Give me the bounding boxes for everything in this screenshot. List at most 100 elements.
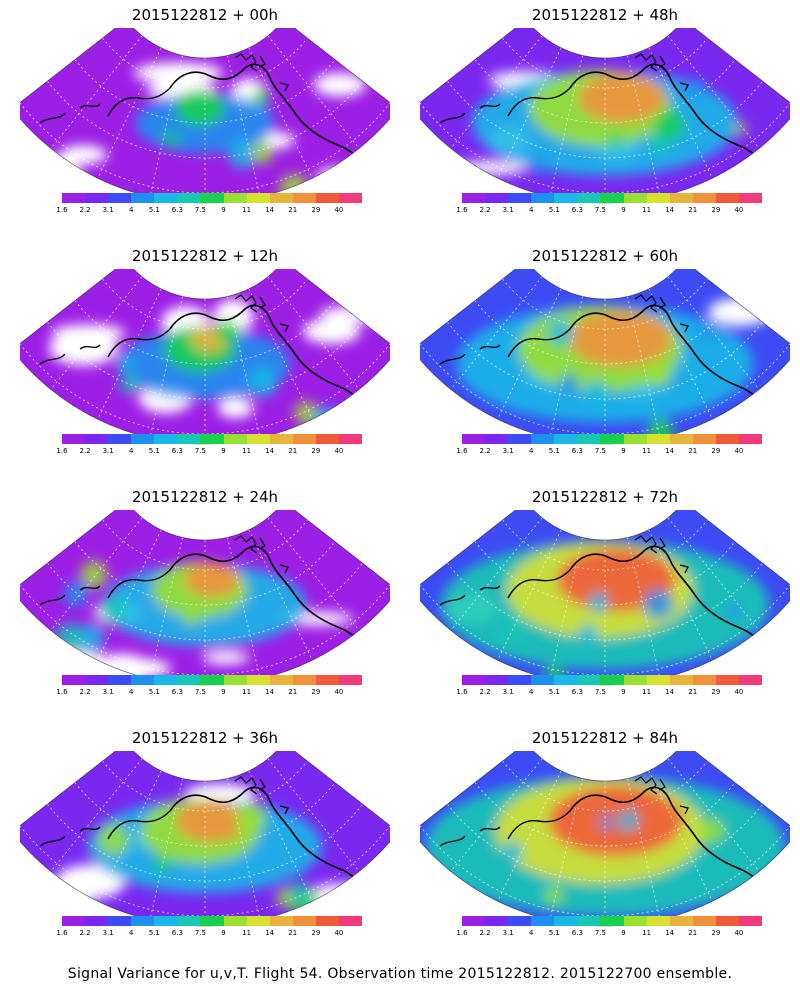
colorbar-swatch	[554, 675, 578, 685]
colorbar-tick-label: 9	[621, 206, 626, 214]
colorbar-swatch	[738, 675, 763, 685]
colorbar-swatch	[292, 916, 316, 926]
colorbar-tick-label: 3.1	[502, 688, 514, 696]
colorbar-tick-label: 14	[265, 688, 275, 696]
colorbar-tick-label: 40	[334, 688, 344, 696]
colorbar-swatch	[108, 434, 132, 444]
map-panel: 2015122812 + 60h 1.6 2.2 3.1 4 5.1 6.3 7.5 9 11 14…	[410, 241, 800, 481]
colorbar-swatch	[738, 434, 763, 444]
colorbar-tick-label: 5.1	[548, 929, 560, 937]
panel-title: 2015122812 + 00h	[131, 6, 279, 24]
colorbar-swatch	[131, 675, 155, 685]
colorbar-swatch	[531, 916, 555, 926]
colorbar-swatch	[485, 434, 509, 444]
colorbar-swatch	[623, 916, 647, 926]
colorbar-ticks: 1.6 2.2 3.1 4 5.1 6.3 7.5 9 11 14 21 29 40	[456, 447, 762, 457]
colorbar-tick-label: 29	[711, 447, 721, 455]
colorbar-swatch	[577, 193, 601, 203]
colorbar-swatch	[154, 434, 178, 444]
colorbar-swatch	[738, 193, 763, 203]
map-panel: 2015122812 + 48h 1.6 2.2 3.1 4 5.1 6.3 7.5 9 11 14…	[410, 0, 800, 240]
colorbar-tick-label: 4	[528, 688, 534, 696]
colorbar-swatch	[623, 193, 647, 203]
colorbar-tick-label: 7.5	[594, 447, 607, 455]
colorbar-tick-label: 4	[128, 447, 134, 455]
colorbar-tick-label: 4	[528, 206, 534, 214]
colorbar-tick-label: 11	[242, 447, 252, 455]
map-panel: 2015122812 + 12h 1.6 2.2 3.1 4 5.1 6.3 7.5 9 11 14…	[10, 241, 400, 481]
colorbar-tick-label: 14	[265, 929, 275, 937]
colorbar-swatch	[338, 193, 363, 203]
colorbar-tick-label: 14	[265, 447, 275, 455]
colorbar-swatch	[108, 193, 132, 203]
colorbar-tick-label: 3.1	[102, 447, 114, 455]
colorbar-tick-label: 14	[265, 206, 275, 214]
colorbar-swatch	[508, 916, 532, 926]
colorbar-tick-label: 9	[221, 929, 226, 937]
colorbar-tick-label: 7.5	[194, 929, 207, 937]
figure-caption: Signal Variance for u,v,T. Flight 54. Ob…	[67, 966, 733, 982]
colorbar-tick-label: 1.6	[456, 929, 468, 937]
colorbar-tick-label: 4	[128, 206, 134, 214]
colorbar-swatch	[462, 434, 486, 444]
colorbar-swatch	[715, 434, 739, 444]
colorbar-tick-label: 1.6	[56, 688, 68, 696]
colorbar-swatch	[292, 434, 316, 444]
colorbar-swatch	[292, 675, 316, 685]
colorbar-swatch	[646, 916, 670, 926]
colorbar-tick-label: 40	[734, 447, 744, 455]
colorbar-swatch	[315, 916, 339, 926]
colorbar	[462, 675, 763, 685]
colorbar	[462, 193, 763, 203]
colorbar-tick-label: 40	[734, 206, 744, 214]
colorbar-swatch	[554, 434, 578, 444]
colorbar-tick-label: 3.1	[502, 929, 514, 937]
colorbar-tick-label: 21	[688, 447, 698, 455]
panel-title: 2015122812 + 48h	[531, 6, 679, 24]
colorbar-swatch	[715, 916, 739, 926]
colorbar-tick-label: 9	[221, 688, 226, 696]
colorbar-ticks: 1.6 2.2 3.1 4 5.1 6.3 7.5 9 11 14 21 29 40	[56, 929, 362, 939]
colorbar	[62, 916, 363, 926]
colorbar-tick-label: 5.1	[148, 206, 160, 214]
colorbar-ticks: 1.6 2.2 3.1 4 5.1 6.3 7.5 9 11 14 21 29 40	[456, 929, 762, 939]
colorbar-ticks: 1.6 2.2 3.1 4 5.1 6.3 7.5 9 11 14 21 29 40	[56, 688, 362, 698]
colorbar-swatch	[223, 916, 247, 926]
colorbar-tick-label: 9	[221, 447, 226, 455]
colorbar-swatch	[62, 193, 86, 203]
variance-map	[20, 28, 390, 204]
colorbar-tick-label: 5.1	[148, 929, 160, 937]
colorbar-swatch	[315, 434, 339, 444]
colorbar-tick-label: 29	[711, 929, 721, 937]
colorbar-swatch	[292, 193, 316, 203]
colorbar-ticks: 1.6 2.2 3.1 4 5.1 6.3 7.5 9 11 14 21 29 40	[456, 206, 762, 216]
colorbar-swatch	[85, 193, 109, 203]
colorbar-swatch	[315, 193, 339, 203]
colorbar-tick-label: 6.3	[571, 206, 583, 214]
colorbar-tick-label: 21	[288, 688, 298, 696]
colorbar-tick-label: 2.2	[479, 929, 491, 937]
colorbar-swatch	[154, 916, 178, 926]
colorbar-ticks: 1.6 2.2 3.1 4 5.1 6.3 7.5 9 11 14 21 29 40	[456, 688, 762, 698]
colorbar-swatch	[62, 434, 86, 444]
colorbar-tick-label: 7.5	[594, 929, 607, 937]
colorbar	[62, 434, 363, 444]
colorbar-swatch	[131, 916, 155, 926]
colorbar-swatch	[108, 675, 132, 685]
colorbar-swatch	[462, 193, 486, 203]
colorbar	[62, 193, 363, 203]
colorbar-swatch	[154, 193, 178, 203]
colorbar-swatch	[269, 193, 293, 203]
colorbar-tick-label: 6.3	[171, 206, 183, 214]
colorbar-tick-label: 4	[128, 688, 134, 696]
colorbar-swatch	[131, 434, 155, 444]
colorbar-tick-label: 7.5	[594, 688, 607, 696]
colorbar-tick-label: 40	[734, 929, 744, 937]
colorbar-swatch	[200, 916, 224, 926]
colorbar-tick-label: 40	[734, 688, 744, 696]
colorbar-swatch	[223, 675, 247, 685]
colorbar-swatch	[485, 193, 509, 203]
map-panel: 2015122812 + 36h 1.6 2.2 3.1 4 5.1 6.3 7.5 9 11 14…	[10, 723, 400, 963]
colorbar-tick-label: 2.2	[79, 206, 91, 214]
colorbar-tick-label: 21	[688, 206, 698, 214]
